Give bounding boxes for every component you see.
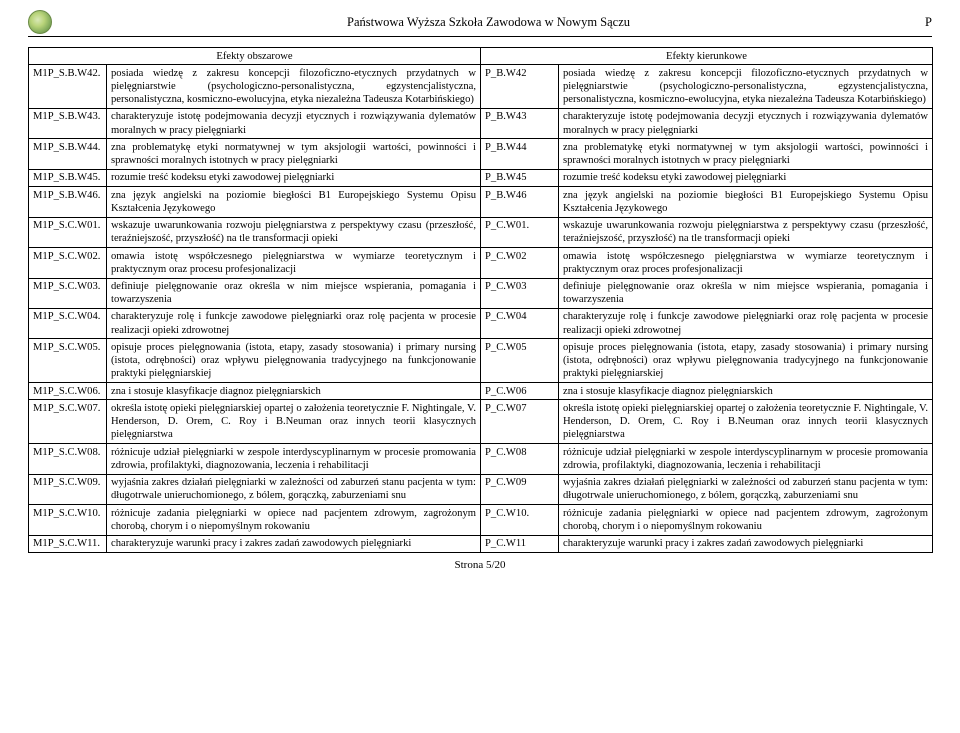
left-code-cell: M1P_S.C.W01. — [29, 217, 107, 247]
table-row: M1P_S.C.W06.zna i stosuje klasyfikacje d… — [29, 383, 933, 400]
table-row: M1P_S.B.W43.charakteryzuje istotę podejm… — [29, 108, 933, 138]
table-row: M1P_S.C.W01.wskazuje uwarunkowania rozwo… — [29, 217, 933, 247]
right-desc-cell: charakteryzuje istotę podejmowania decyz… — [559, 108, 933, 138]
left-desc-cell: określa istotę opieki pielęgniarskiej op… — [107, 400, 481, 444]
table-row: M1P_S.C.W11.charakteryzuje warunki pracy… — [29, 535, 933, 552]
institution-name: Państwowa Wyższa Szkoła Zawodowa w Nowym… — [62, 15, 915, 30]
document-page: Państwowa Wyższa Szkoła Zawodowa w Nowym… — [0, 0, 960, 571]
right-desc-cell: wskazuje uwarunkowania rozwoju pielęgnia… — [559, 217, 933, 247]
table-row: M1P_S.C.W10.różnicuje zadania pielęgniar… — [29, 505, 933, 535]
left-desc-cell: charakteryzuje rolę i funkcje zawodowe p… — [107, 308, 481, 338]
left-desc-cell: charakteryzuje warunki pracy i zakres za… — [107, 535, 481, 552]
right-desc-cell: zna i stosuje klasyfikacje diagnoz pielę… — [559, 383, 933, 400]
left-desc-cell: opisuje proces pielęgnowania (istota, et… — [107, 339, 481, 383]
right-code-cell: P_C.W04 — [481, 308, 559, 338]
table-row: M1P_S.B.W44.zna problematykę etyki norma… — [29, 139, 933, 169]
left-desc-cell: zna problematykę etyki normatywnej w tym… — [107, 139, 481, 169]
right-code-cell: P_B.W46 — [481, 187, 559, 217]
left-code-cell: M1P_S.C.W04. — [29, 308, 107, 338]
right-code-cell: P_B.W42 — [481, 65, 559, 109]
table-row: M1P_S.C.W03.definiuje pielęgnowanie oraz… — [29, 278, 933, 308]
left-code-cell: M1P_S.C.W06. — [29, 383, 107, 400]
left-desc-cell: różnicuje zadania pielęgniarki w opiece … — [107, 505, 481, 535]
right-code-cell: P_C.W07 — [481, 400, 559, 444]
table-row: M1P_S.B.W42.posiada wiedzę z zakresu kon… — [29, 65, 933, 109]
left-desc-cell: charakteryzuje istotę podejmowania decyz… — [107, 108, 481, 138]
left-desc-cell: zna i stosuje klasyfikacje diagnoz pielę… — [107, 383, 481, 400]
left-code-cell: M1P_S.C.W10. — [29, 505, 107, 535]
left-code-cell: M1P_S.C.W05. — [29, 339, 107, 383]
right-code-cell: P_C.W01. — [481, 217, 559, 247]
right-desc-cell: różnicuje zadania pielęgniarki w opiece … — [559, 505, 933, 535]
right-code-cell: P_B.W45 — [481, 169, 559, 186]
left-code-cell: M1P_S.C.W11. — [29, 535, 107, 552]
left-code-cell: M1P_S.C.W02. — [29, 248, 107, 278]
table-row: M1P_S.C.W09.wyjaśnia zakres działań piel… — [29, 474, 933, 504]
table-row: M1P_S.C.W02.omawia istotę współczesnego … — [29, 248, 933, 278]
left-desc-cell: różnicuje udział pielęgniarki w zespole … — [107, 444, 481, 474]
left-desc-cell: posiada wiedzę z zakresu koncepcji filoz… — [107, 65, 481, 109]
page-footer: Strona 5/20 — [28, 559, 932, 571]
right-desc-cell: charakteryzuje warunki pracy i zakres za… — [559, 535, 933, 552]
right-desc-cell: zna język angielski na poziomie biegłośc… — [559, 187, 933, 217]
left-desc-cell: rozumie treść kodeksu etyki zawodowej pi… — [107, 169, 481, 186]
left-code-cell: M1P_S.B.W46. — [29, 187, 107, 217]
right-desc-cell: zna problematykę etyki normatywnej w tym… — [559, 139, 933, 169]
table-row: M1P_S.B.W45.rozumie treść kodeksu etyki … — [29, 169, 933, 186]
right-section-header: Efekty kierunkowe — [481, 48, 933, 65]
table-row: M1P_S.C.W04.charakteryzuje rolę i funkcj… — [29, 308, 933, 338]
right-code-cell: P_B.W43 — [481, 108, 559, 138]
right-code-cell: P_C.W03 — [481, 278, 559, 308]
right-code-cell: P_C.W11 — [481, 535, 559, 552]
table-header-row: Efekty obszarowe Efekty kierunkowe — [29, 48, 933, 65]
left-code-cell: M1P_S.C.W03. — [29, 278, 107, 308]
left-desc-cell: omawia istotę współczesnego pielęgniarst… — [107, 248, 481, 278]
table-row: M1P_S.C.W05.opisuje proces pielęgnowania… — [29, 339, 933, 383]
right-code-cell: P_C.W09 — [481, 474, 559, 504]
left-section-header: Efekty obszarowe — [29, 48, 481, 65]
institution-logo-icon — [28, 10, 52, 34]
left-code-cell: M1P_S.C.W07. — [29, 400, 107, 444]
right-desc-cell: posiada wiedzę z zakresu koncepcji filoz… — [559, 65, 933, 109]
left-desc-cell: wyjaśnia zakres działań pielęgniarki w z… — [107, 474, 481, 504]
right-code-cell: P_C.W08 — [481, 444, 559, 474]
page-header: Państwowa Wyższa Szkoła Zawodowa w Nowym… — [28, 10, 932, 37]
left-code-cell: M1P_S.C.W09. — [29, 474, 107, 504]
left-code-cell: M1P_S.B.W43. — [29, 108, 107, 138]
table-row: M1P_S.C.W07.określa istotę opieki pielęg… — [29, 400, 933, 444]
table-row: M1P_S.B.W46.zna język angielski na pozio… — [29, 187, 933, 217]
right-code-cell: P_C.W06 — [481, 383, 559, 400]
left-code-cell: M1P_S.B.W42. — [29, 65, 107, 109]
table-body: M1P_S.B.W42.posiada wiedzę z zakresu kon… — [29, 65, 933, 553]
right-desc-cell: określa istotę opieki pielęgniarskiej op… — [559, 400, 933, 444]
right-desc-cell: wyjaśnia zakres działań pielęgniarki w z… — [559, 474, 933, 504]
right-desc-cell: definiuje pielęgnowanie oraz określa w n… — [559, 278, 933, 308]
left-code-cell: M1P_S.B.W44. — [29, 139, 107, 169]
right-desc-cell: charakteryzuje rolę i funkcje zawodowe p… — [559, 308, 933, 338]
right-desc-cell: różnicuje udział pielęgniarki w zespole … — [559, 444, 933, 474]
header-corner-letter: P — [915, 15, 932, 30]
right-desc-cell: rozumie treść kodeksu etyki zawodowej pi… — [559, 169, 933, 186]
effects-table: Efekty obszarowe Efekty kierunkowe M1P_S… — [28, 47, 933, 553]
left-desc-cell: zna język angielski na poziomie biegłośc… — [107, 187, 481, 217]
table-row: M1P_S.C.W08.różnicuje udział pielęgniark… — [29, 444, 933, 474]
left-code-cell: M1P_S.B.W45. — [29, 169, 107, 186]
left-desc-cell: wskazuje uwarunkowania rozwoju pielęgnia… — [107, 217, 481, 247]
right-code-cell: P_B.W44 — [481, 139, 559, 169]
left-desc-cell: definiuje pielęgnowanie oraz określa w n… — [107, 278, 481, 308]
right-desc-cell: omawia istotę współczesnego pielęgniarst… — [559, 248, 933, 278]
right-code-cell: P_C.W02 — [481, 248, 559, 278]
right-code-cell: P_C.W10. — [481, 505, 559, 535]
right-desc-cell: opisuje proces pielęgnowania (istota, et… — [559, 339, 933, 383]
right-code-cell: P_C.W05 — [481, 339, 559, 383]
left-code-cell: M1P_S.C.W08. — [29, 444, 107, 474]
